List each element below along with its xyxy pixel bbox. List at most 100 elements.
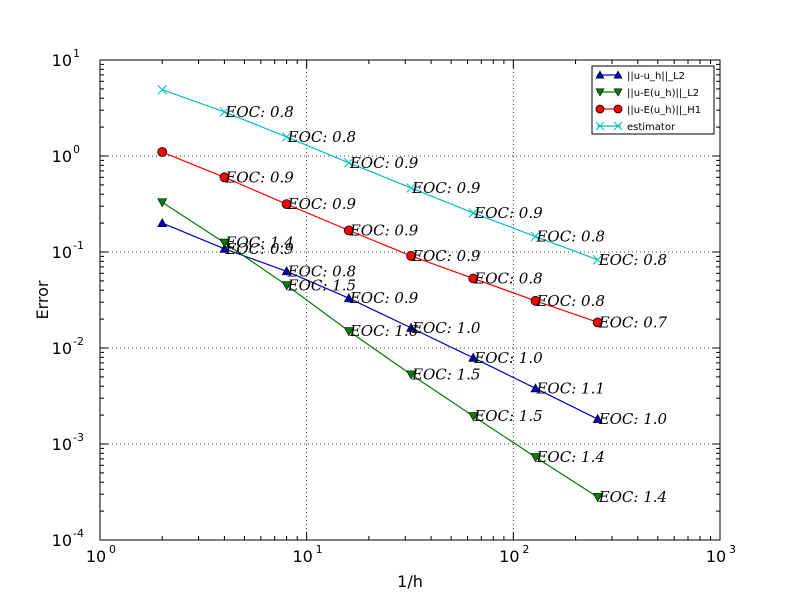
x-tick-exponent: 1 xyxy=(316,543,323,556)
eoc-label: EOC: 1.5 xyxy=(473,407,542,425)
legend-marker xyxy=(613,104,623,114)
eoc-label: EOC: 1.4 xyxy=(224,234,293,252)
plot-frame xyxy=(99,59,721,541)
series-line-1 xyxy=(161,201,599,498)
data-point xyxy=(468,352,479,362)
data-point xyxy=(281,199,292,210)
y-tick-exponent: -4 xyxy=(73,527,84,540)
data-point xyxy=(530,295,541,306)
data-point xyxy=(281,281,292,291)
eoc-label: EOC: 0.9 xyxy=(473,204,543,222)
eoc-label: EOC: 0.9 xyxy=(349,221,419,239)
legend-marker xyxy=(595,88,605,97)
legend-marker xyxy=(613,88,623,97)
eoc-label: EOC: 1.0 xyxy=(473,349,543,367)
x-tick-exponent: 2 xyxy=(522,543,529,556)
data-point xyxy=(530,383,541,393)
legend-label: ||u-u_h||_L2 xyxy=(627,71,685,82)
y-tick-exponent: -3 xyxy=(73,431,84,444)
data-point xyxy=(157,84,168,95)
eoc-label: EOC: 0.9 xyxy=(411,179,481,197)
eoc-label: EOC: 1.0 xyxy=(598,410,668,428)
series-line-3 xyxy=(162,89,598,261)
x-tick-exponent: 0 xyxy=(109,543,116,556)
legend-label: estimator xyxy=(627,122,676,133)
y-tick-label: 10 xyxy=(52,339,72,358)
data-point xyxy=(406,183,416,193)
y-tick-label: 10 xyxy=(52,435,72,454)
data-point xyxy=(219,107,230,117)
data-point xyxy=(157,198,168,208)
data-point xyxy=(592,413,603,423)
series-line-0 xyxy=(161,222,598,420)
eoc-label: EOC: 0.9 xyxy=(287,195,357,213)
y-tick-label: 10 xyxy=(52,51,72,70)
data-point xyxy=(406,370,417,380)
legend: ||u-u_h||_L2 ||u-E(u_h)||_L2 ||u-E(u_h)||_… xyxy=(591,65,715,135)
legend-label: ||u-E(u_h)||_H1 xyxy=(627,105,701,116)
y-tick-label: 10 xyxy=(52,147,72,166)
x-tick-exponent: 3 xyxy=(729,543,736,556)
eoc-label: EOC: 0.9 xyxy=(349,289,419,307)
eoc-label: EOC: 1.5 xyxy=(411,365,480,383)
eoc-label: EOC: 1.4 xyxy=(598,488,667,506)
y-tick-exponent: -1 xyxy=(73,239,84,252)
eoc-label: EOC: 0.8 xyxy=(535,292,604,310)
data-point xyxy=(406,251,416,261)
legend-marker xyxy=(595,70,605,79)
eoc-label: EOC: 0.8 xyxy=(224,103,293,121)
data-point xyxy=(281,132,292,142)
data-point xyxy=(343,157,354,168)
eoc-label: EOC: 0.9 xyxy=(349,154,419,172)
y-tick-exponent: -2 xyxy=(73,335,84,348)
eoc-label: EOC: 1.4 xyxy=(535,448,604,466)
tick-layer: 10 0 10 1 10 2 10 310 -410 -310 -210 -110 010 1 xyxy=(52,47,736,566)
x-tick-label: 10 xyxy=(86,547,106,566)
series-layer xyxy=(157,84,603,503)
data-point xyxy=(157,217,168,228)
data-point xyxy=(406,322,417,332)
eoc-label-layer: EOC: 0.9 EOC: 0.8 EOC: 0.9 EOC: 1.0 EOC: 1.0… xyxy=(224,103,667,506)
y-tick-exponent: 0 xyxy=(73,143,80,156)
data-point xyxy=(530,453,541,463)
legend-marker xyxy=(613,70,623,79)
eoc-label: EOC: 0.9 xyxy=(411,247,481,265)
eoc-label: EOC: 0.8 xyxy=(287,128,356,146)
series-line-2 xyxy=(161,151,598,323)
data-point xyxy=(343,225,354,236)
legend-marker xyxy=(595,121,605,131)
y-tick-exponent: 1 xyxy=(73,47,80,60)
x-tick-label: 10 xyxy=(706,547,726,566)
eoc-label: EOC: 1.0 xyxy=(411,319,481,337)
eoc-label: EOC: 0.8 xyxy=(598,251,667,269)
eoc-label: EOC: 0.8 xyxy=(473,269,542,287)
eoc-label: EOC: 0.9 xyxy=(224,168,294,186)
data-point xyxy=(157,147,168,157)
legend-marker xyxy=(613,121,623,131)
eoc-label: EOC: 1.5 xyxy=(287,276,356,294)
legend-marker xyxy=(595,104,605,114)
eoc-label: EOC: 1.1 xyxy=(535,379,604,397)
data-point xyxy=(468,273,479,284)
data-point xyxy=(592,317,603,328)
data-point xyxy=(468,412,479,422)
legend-box xyxy=(591,65,715,135)
data-point xyxy=(343,327,354,337)
y-axis-label: Error xyxy=(33,280,52,319)
data-point xyxy=(468,208,479,218)
data-point xyxy=(281,266,292,276)
eoc-label: EOC: 0.8 xyxy=(287,262,356,280)
eoc-label: EOC: 1.6 xyxy=(349,322,419,340)
legend-label: ||u-E(u_h)||_L2 xyxy=(627,88,699,99)
y-tick-label: 10 xyxy=(52,243,72,262)
data-point xyxy=(219,243,230,253)
x-tick-label: 10 xyxy=(499,547,519,566)
eoc-label: EOC: 0.9 xyxy=(224,240,294,258)
data-point xyxy=(343,293,354,303)
x-axis-label: 1/h xyxy=(397,572,423,591)
x-tick-label: 10 xyxy=(292,547,312,566)
eoc-label: EOC: 0.7 xyxy=(598,313,668,331)
eoc-label: EOC: 0.8 xyxy=(535,228,604,246)
data-point xyxy=(530,231,541,242)
